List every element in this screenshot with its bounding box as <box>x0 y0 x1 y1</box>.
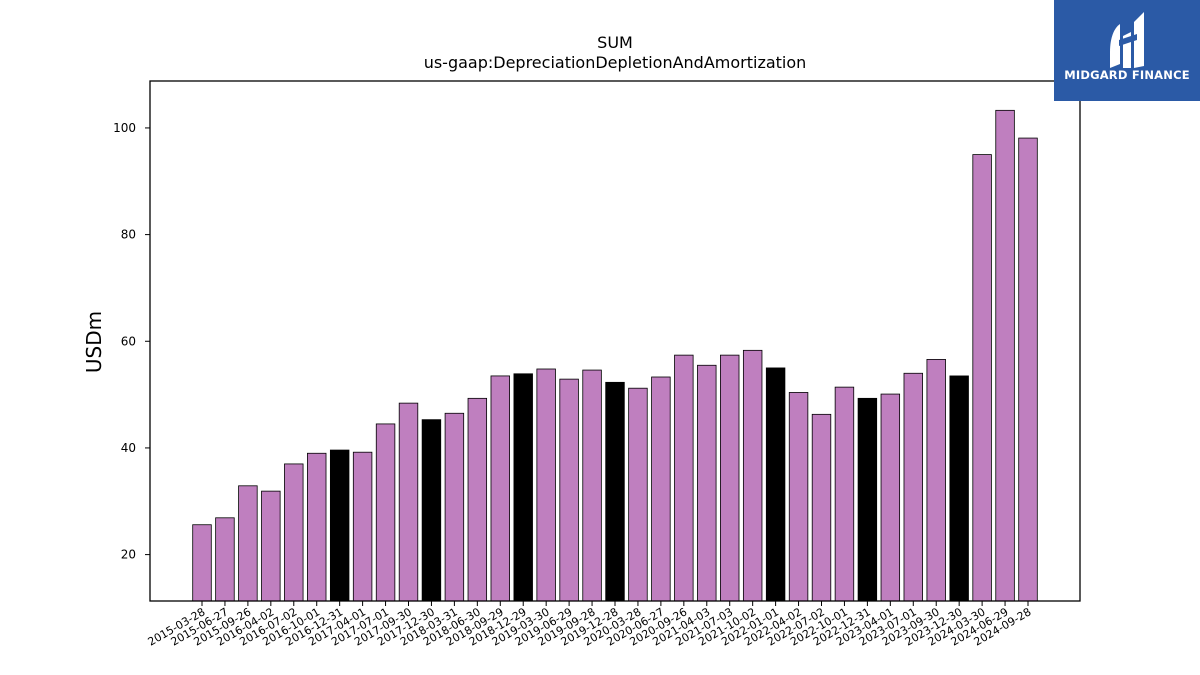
y-axis-label: USDm <box>82 311 106 373</box>
y-tick-label: 60 <box>121 334 136 348</box>
bar <box>421 419 442 602</box>
bar <box>467 397 488 602</box>
bar <box>628 387 648 602</box>
y-tick-label: 40 <box>121 441 136 455</box>
y-tick-label: 100 <box>113 121 136 135</box>
bar <box>651 376 671 602</box>
bar <box>261 490 281 602</box>
bar <box>697 364 717 602</box>
bar <box>444 412 465 602</box>
x-axis-ticks: 2015-03-282015-06-272015-09-262016-04-02… <box>146 601 1034 649</box>
bar <box>536 368 556 602</box>
bar <box>1018 137 1038 602</box>
bar <box>926 358 946 602</box>
bar <box>215 517 235 602</box>
bar <box>834 386 855 602</box>
bar <box>307 452 327 602</box>
bar <box>192 524 212 602</box>
bar <box>238 485 258 602</box>
bar <box>949 375 969 602</box>
y-tick-label: 80 <box>121 228 136 242</box>
bars-group <box>192 109 1038 602</box>
bar <box>284 463 304 602</box>
bar <box>995 109 1015 602</box>
plot-frame <box>149 80 1081 602</box>
bar <box>811 413 832 602</box>
midgard-logo-icon <box>1110 12 1144 68</box>
bar <box>329 449 350 602</box>
bar <box>375 423 396 602</box>
bar <box>880 393 901 602</box>
chart-title: SUM <box>597 33 633 52</box>
bar <box>720 354 740 602</box>
brand-name: MIDGARD FINANCE <box>1064 68 1190 82</box>
bar <box>972 154 992 602</box>
bar <box>398 402 419 602</box>
bar <box>903 372 923 602</box>
bar <box>788 392 809 602</box>
bar <box>352 451 373 602</box>
bar <box>674 354 694 602</box>
bar <box>513 373 533 602</box>
bar <box>559 378 579 602</box>
bar <box>490 375 510 602</box>
bar <box>765 367 786 602</box>
chart-subtitle: us-gaap:DepreciationDepletionAndAmortiza… <box>424 53 807 72</box>
bar <box>742 349 763 602</box>
bar <box>857 397 878 602</box>
bar <box>582 369 602 602</box>
bar <box>605 381 625 602</box>
y-tick-label: 20 <box>121 548 136 562</box>
brand-logo: MIDGARD FINANCE <box>1054 0 1200 101</box>
y-axis-ticks: 20 40 60 80 100 <box>113 121 150 562</box>
